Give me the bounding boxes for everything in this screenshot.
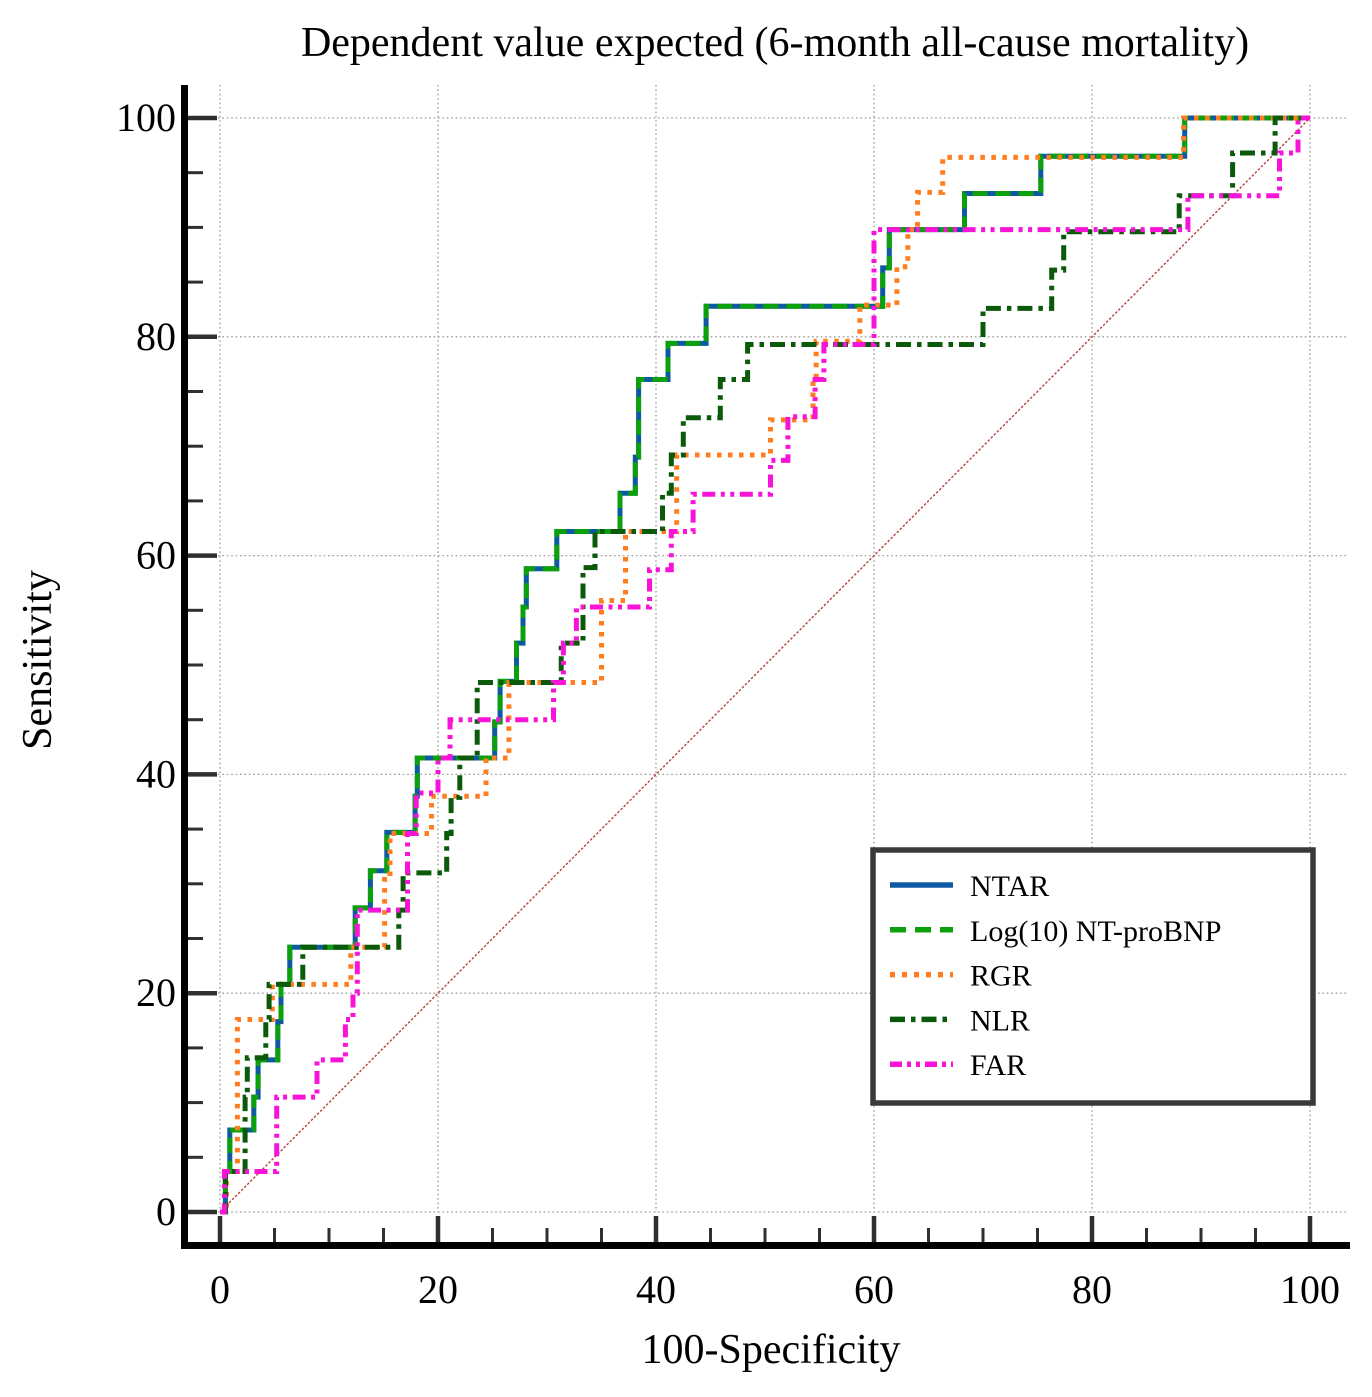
legend-label: FAR [970,1049,1026,1082]
legend-label: NLR [970,1004,1030,1037]
y-axis-spine [181,85,188,1249]
roc-curve-rgr [220,115,1310,1215]
x-axis-title: 100-Specificity [641,1327,901,1373]
y-tick-label: 40 [136,751,176,796]
legend-label: NTAR [970,870,1049,903]
y-tick-label: 0 [156,1189,176,1234]
chart-title: Dependent value expected (6-month all-ca… [300,20,1250,66]
x-tick-label: 20 [418,1267,458,1312]
y-axis-title: Sensitivity [15,570,61,750]
y-tick-label: 100 [116,95,176,140]
roc-curve-far [220,115,1310,1215]
x-tick-label: 60 [854,1267,894,1312]
x-tick-label: 100 [1280,1267,1340,1312]
x-tick-label: 40 [636,1267,676,1312]
x-tick-label: 80 [1072,1267,1112,1312]
x-tick-label: 0 [210,1267,230,1312]
y-tick-label: 80 [136,314,176,359]
x-axis-spine [181,1242,1350,1249]
y-tick-label: 60 [136,533,176,578]
legend-label: Log(10) NT-proBNP [970,915,1221,948]
y-tick-label: 20 [136,970,176,1015]
legend-box [870,847,1316,1106]
reference-diagonal-line [219,117,1311,1213]
legend-label: RGR [970,960,1032,993]
